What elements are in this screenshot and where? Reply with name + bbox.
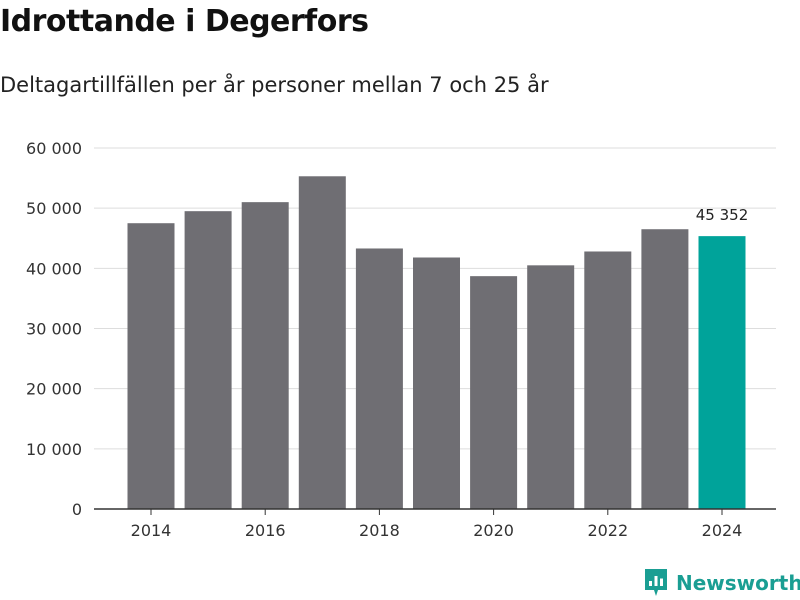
data-labels: 45 352 [696, 206, 749, 224]
y-tick-label: 0 [72, 500, 82, 519]
x-tick-label: 2020 [473, 521, 514, 540]
bar [355, 248, 403, 509]
x-tick-label: 2014 [131, 521, 172, 540]
newsworthy-brand: Newsworthy [644, 568, 800, 598]
chart-title: Idrottande i Degerfors [0, 4, 369, 39]
bars [127, 176, 746, 510]
bar [584, 251, 632, 509]
bar-highlighted [698, 236, 746, 509]
bar [527, 265, 575, 509]
y-tick-label: 60 000 [26, 139, 82, 158]
bar [184, 211, 232, 510]
bar [413, 257, 460, 509]
y-tick-label: 30 000 [26, 320, 82, 339]
data-label: 45 352 [696, 206, 749, 224]
x-tick-label: 2016 [245, 521, 286, 540]
bar [298, 176, 346, 510]
bar [127, 223, 175, 510]
bar [241, 202, 289, 509]
x-tick-label: 2024 [702, 521, 743, 540]
bar [641, 229, 689, 509]
bar-chart: 0 10 000 20 000 30 000 40 000 50 000 60 000 20… [26, 139, 776, 540]
y-tick-label: 20 000 [26, 380, 82, 399]
newsworthy-logo-text: Newsworthy [676, 571, 800, 595]
y-tick-label: 50 000 [26, 199, 82, 218]
bar [470, 276, 518, 509]
x-axis-labels: 2014 2016 2018 2020 2022 2024 [131, 509, 743, 540]
y-axis-labels: 0 10 000 20 000 30 000 40 000 50 000 60 000 [26, 139, 82, 519]
y-tick-label: 40 000 [26, 259, 82, 278]
newsworthy-logo-icon [645, 569, 667, 596]
chart-subtitle: Deltagartillfällen per år personer mella… [0, 73, 549, 97]
x-tick-label: 2022 [587, 521, 628, 540]
y-tick-label: 10 000 [26, 440, 82, 459]
x-tick-label: 2018 [359, 521, 400, 540]
